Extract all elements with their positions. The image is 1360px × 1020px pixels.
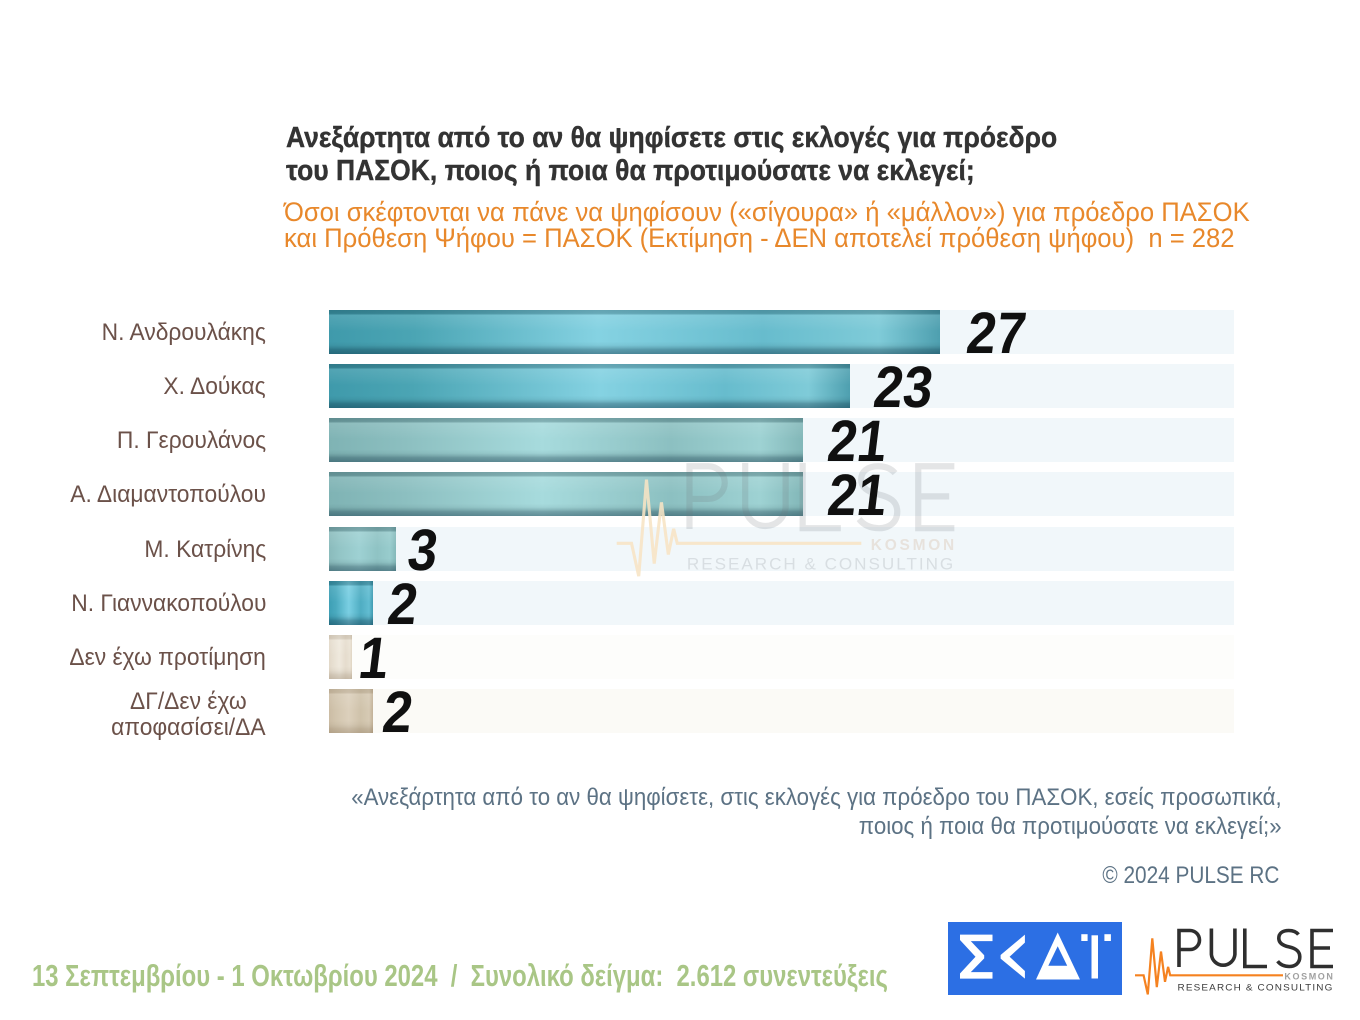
svg-text:KOSMON: KOSMON: [1284, 971, 1334, 981]
svg-text:KOSMON: KOSMON: [871, 537, 957, 554]
svg-text:RESEARCH & CONSULTING: RESEARCH & CONSULTING: [687, 555, 955, 573]
svg-text:RESEARCH & CONSULTING: RESEARCH & CONSULTING: [1178, 983, 1334, 994]
